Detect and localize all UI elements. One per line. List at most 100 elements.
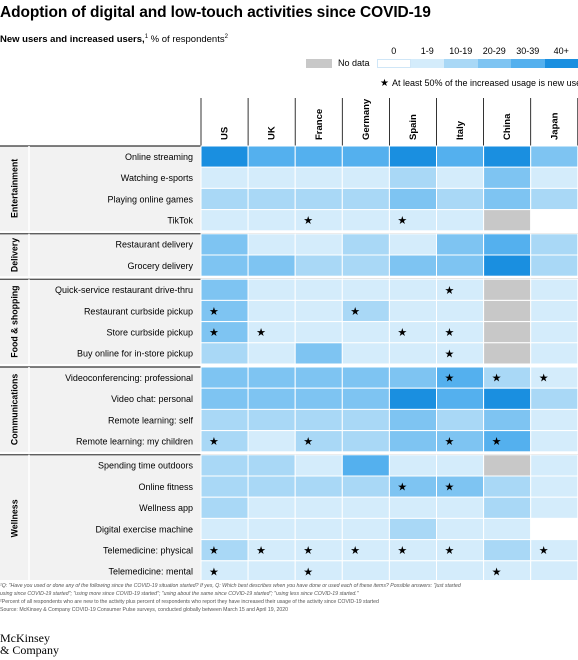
row-label: Store curbside pickup <box>106 328 193 338</box>
heatmap-cell <box>483 278 532 301</box>
subtitle-rest: % of respondents <box>148 34 225 45</box>
row-label: Digital exercise machine <box>95 524 193 534</box>
row-label: Wellness app <box>139 503 193 513</box>
row-label: Telemedicine: physical <box>103 546 193 556</box>
column-header-france: France <box>314 109 325 140</box>
heatmap-cell <box>530 560 578 580</box>
heatmap-cell <box>388 366 437 389</box>
legend-bin-label-2: 10-19 <box>449 46 473 56</box>
heatmap-cell <box>341 560 390 580</box>
heatmap-cell <box>341 517 390 541</box>
column-header-us: US <box>220 127 231 140</box>
heatmap-cell <box>200 278 249 301</box>
heatmap-cell <box>200 166 249 189</box>
heatmap-cell <box>247 233 296 256</box>
heatmap-cell <box>530 408 578 432</box>
heatmap-cell <box>483 321 532 344</box>
heatmap-cell <box>388 233 437 256</box>
star-icon: ★ <box>397 326 407 339</box>
star-icon: ★ <box>445 372 455 385</box>
subtitle-sup2: 2 <box>224 33 228 40</box>
heatmap-cell <box>436 408 485 432</box>
row-label: Grocery delivery <box>127 261 193 271</box>
mckinsey-logo: McKinsey & Company <box>0 632 59 656</box>
star-icon: ★ <box>209 544 219 557</box>
row-label: Videoconferencing: professional <box>65 373 193 383</box>
heatmap-cell <box>436 233 485 256</box>
row-label: Restaurant delivery <box>115 240 193 250</box>
legend-bin-swatch-1 <box>410 59 444 68</box>
heatmap-cell <box>530 342 578 365</box>
footnote-1b: using since COVID-19 started"; "using mo… <box>0 591 359 597</box>
heatmap-cell <box>388 430 437 453</box>
star-icon: ★ <box>350 305 360 318</box>
heatmap-cell <box>483 475 532 498</box>
heatmap-cell <box>483 233 532 256</box>
group-label-2: Food & shopping <box>10 285 20 357</box>
heatmap-cell <box>436 254 485 277</box>
star-icon: ★ <box>209 326 219 339</box>
legend-bin-label-5: 40+ <box>553 46 569 56</box>
heatmap-cell <box>483 299 532 323</box>
heatmap-cell <box>341 209 390 232</box>
heatmap-cell <box>341 187 390 211</box>
heatmap-cell <box>530 430 578 453</box>
legend-bin-label-1: 1-9 <box>420 46 434 56</box>
heatmap-cell <box>200 366 249 389</box>
heatmap-cell <box>294 387 343 410</box>
heatmap-cell <box>388 408 437 432</box>
row-label: Restaurant curbside pickup <box>84 306 193 316</box>
heatmap-cell <box>530 254 578 277</box>
heatmap-cell <box>247 454 296 477</box>
column-header-uk: UK <box>267 126 278 140</box>
heatmap-cell <box>436 517 485 541</box>
heatmap-cell <box>294 321 343 344</box>
heatmap-cell <box>294 187 343 211</box>
footnote-1a: ¹Q: "Have you used or done any of the fo… <box>0 583 461 589</box>
heatmap-cell <box>200 496 249 519</box>
legend-bin-label-0: 0 <box>391 46 397 56</box>
column-header-spain: Spain <box>408 114 419 140</box>
heatmap-cell <box>200 145 249 168</box>
heatmap-cell <box>247 145 296 168</box>
heatmap-cell <box>341 387 390 410</box>
legend-bin-swatch-4 <box>511 59 545 68</box>
heatmap-cell <box>388 166 437 189</box>
heatmap-cell <box>200 517 249 541</box>
heatmap-cell <box>436 166 485 189</box>
heatmap-cell <box>530 209 578 232</box>
heatmap-cell <box>530 166 578 189</box>
star-icon: ★ <box>445 481 455 494</box>
row-label: Remote learning: my children <box>76 437 193 447</box>
heatmap-cell <box>200 209 249 232</box>
star-icon: ★ <box>445 544 455 557</box>
legend-star-note-text: At least 50% of the increased usage is n… <box>391 78 578 88</box>
heatmap-cell <box>294 299 343 323</box>
subtitle-bold: New users and increased users, <box>0 34 145 45</box>
row-label: Video chat: personal <box>111 394 193 404</box>
star-icon: ★ <box>397 214 407 227</box>
heatmap-cell <box>483 387 532 410</box>
heatmap-cell <box>436 145 485 168</box>
heatmap-cell <box>247 278 296 301</box>
legend-star-note: ★ At least 50% of the increased usage is … <box>380 78 578 89</box>
heatmap-cell <box>341 475 390 498</box>
star-icon: ★ <box>303 565 313 578</box>
heatmap-cell <box>530 278 578 301</box>
row-label: TikTok <box>167 216 193 226</box>
heatmap-cell <box>483 517 532 541</box>
heatmap-cell <box>530 145 578 168</box>
footnote-2: ²Percent of all respondents who are new … <box>0 599 379 605</box>
heatmap-cell <box>247 254 296 277</box>
heatmap-cell <box>247 342 296 365</box>
star-icon: ★ <box>350 544 360 557</box>
legend-bin-swatch-2 <box>444 59 478 68</box>
heatmap-cell <box>294 454 343 477</box>
heatmap-cell <box>247 366 296 389</box>
footnote-source: Source: McKinsey & Company COVID-19 Cons… <box>0 607 289 613</box>
heatmap-cell <box>294 517 343 541</box>
heatmap-cell <box>530 517 578 541</box>
heatmap-cell <box>200 387 249 410</box>
row-label: Playing online games <box>107 194 193 204</box>
logo-line1: McKinsey <box>0 631 50 645</box>
